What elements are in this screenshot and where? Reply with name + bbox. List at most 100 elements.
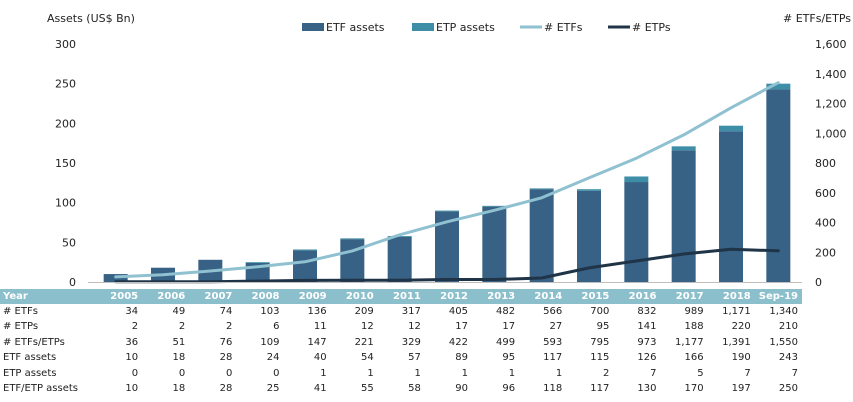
bar-etf-assets	[766, 89, 791, 282]
y-left-tick-label: 250	[55, 78, 76, 91]
table-cell: 7	[791, 367, 798, 379]
table-cell: 317	[401, 306, 421, 318]
table-cell: 593	[543, 336, 563, 348]
table-cell: 117	[543, 352, 563, 364]
bar-etp-assets	[577, 189, 601, 191]
table-header-year: 2011	[377, 289, 425, 305]
table-cell: 2	[226, 321, 233, 333]
y-right-tick-label: 1,200	[815, 98, 847, 111]
y-left-tick-label: 50	[62, 236, 76, 249]
table-cell: 2	[603, 367, 610, 379]
table-cell: 832	[637, 306, 657, 318]
table-cell: 12	[408, 321, 421, 333]
table-cell: 7	[744, 367, 751, 379]
y-right-tick-label: 200	[815, 246, 836, 259]
y-right-tick-label: 1,600	[815, 38, 847, 51]
table-cell: 1,391	[722, 336, 751, 348]
bar-etf-assets	[482, 206, 507, 282]
table-cell: 55	[361, 383, 374, 395]
legend-num-etfs: # ETFs	[520, 21, 583, 34]
bar-etf-assets	[293, 250, 317, 282]
table-cell: 130	[637, 383, 657, 395]
bar-etp-assets	[624, 176, 649, 183]
bar-etf-assets	[340, 239, 365, 282]
table-cell: 11	[313, 321, 327, 333]
table-cell: 250	[778, 383, 798, 395]
y-left-tick-label: 300	[55, 38, 76, 51]
table-cell: 117	[590, 383, 610, 395]
table-cell: 422	[448, 336, 468, 348]
table-cell: 700	[590, 306, 610, 318]
table-cell: 6	[273, 321, 280, 333]
table-cell: 1	[555, 367, 563, 379]
y-right-tick-label: 1,000	[815, 127, 847, 140]
table-header-label: Year	[0, 289, 95, 305]
table-row-label: ETP assets	[3, 367, 57, 379]
y-left-tick-label: 0	[69, 276, 76, 289]
table-row-label: # ETPs	[3, 321, 39, 333]
table-header-year: 2010	[330, 289, 378, 305]
table-cell: 1	[508, 367, 516, 379]
table-cell: 10	[125, 383, 139, 395]
table-cell: 126	[637, 352, 657, 364]
table-cell: 221	[354, 336, 374, 348]
table-row: ETP assets 0 0 0 0 1 1 1 1 1 1 2 7 5 7 7	[0, 366, 802, 381]
bars	[103, 83, 791, 282]
table-cell: 95	[502, 352, 516, 364]
table-header-year: 2006	[142, 289, 190, 305]
table-cell: 166	[684, 352, 704, 364]
table-cell: 188	[684, 321, 704, 333]
table-cell: 795	[590, 336, 610, 348]
table-row-label: # ETFs/ETPs	[3, 336, 65, 348]
table-cell: 220	[731, 321, 751, 333]
table-cell: 17	[502, 321, 516, 333]
table-header-year: 2014	[519, 289, 567, 305]
bar-etf-assets	[387, 236, 412, 282]
line-num-etfs	[114, 81, 780, 279]
bar-etp-assets	[435, 210, 459, 212]
y-left-axis: 0 50 100 150 200 250 300	[55, 38, 76, 289]
bar-etf-assets	[671, 150, 696, 282]
table-cell: 1,550	[769, 336, 798, 348]
table-cell: 54	[361, 352, 374, 364]
table-header-year: 2008	[236, 289, 284, 305]
y-right-tick-label: 800	[815, 157, 836, 170]
bar-etp-assets	[340, 238, 365, 240]
table-cell: 57	[408, 352, 421, 364]
y-left-tick-label: 100	[55, 197, 76, 210]
table-cell: 566	[543, 306, 563, 318]
table-cell: 973	[637, 336, 657, 348]
table-row: # ETFs/ETPs 36 51 76 109 147 221 329 422 499 593 79…	[0, 335, 802, 350]
table-cell: 12	[361, 321, 374, 333]
legend-label: ETF assets	[326, 21, 385, 34]
legend: ETF assets ETP assets # ETFs # ETPs	[302, 21, 671, 34]
legend-num-etps: # ETPs	[608, 21, 671, 34]
table-cell: 17	[455, 321, 468, 333]
table-header-year: 2015	[566, 289, 614, 305]
table-cell: 210	[778, 321, 798, 333]
table-cell: 90	[455, 383, 468, 395]
table-cell: 170	[684, 383, 704, 395]
table-cell: 25	[266, 383, 280, 395]
table-cell: 5	[697, 367, 704, 379]
table-row-label: ETF assets	[3, 352, 57, 364]
table-cell: 10	[125, 352, 139, 364]
table-cell: 109	[260, 336, 280, 348]
table-cell: 482	[496, 306, 516, 318]
table-cell: 95	[596, 321, 610, 333]
bar-etp-assets	[245, 262, 270, 263]
table-row-label: # ETFs	[3, 306, 38, 318]
table-row-label: ETF/ETP assets	[3, 383, 79, 395]
table-cell: 51	[172, 336, 186, 348]
y-right-axis-title: # ETFs/ETPs	[783, 12, 851, 25]
table-cell: 190	[731, 352, 751, 364]
table-cell: 1,177	[674, 336, 704, 348]
table-cell: 89	[455, 352, 468, 364]
legend-label: ETP assets	[436, 21, 495, 34]
table-cell: 499	[496, 336, 516, 348]
table-cell: 49	[172, 306, 186, 318]
table-cell: 18	[172, 383, 186, 395]
y-right-tick-label: 1,400	[815, 68, 847, 81]
table-row: # ETPs 2 2 2 6 11 12 12 17 17 27 95 141 188 220 210	[0, 320, 802, 335]
table-cell: 0	[273, 367, 280, 379]
